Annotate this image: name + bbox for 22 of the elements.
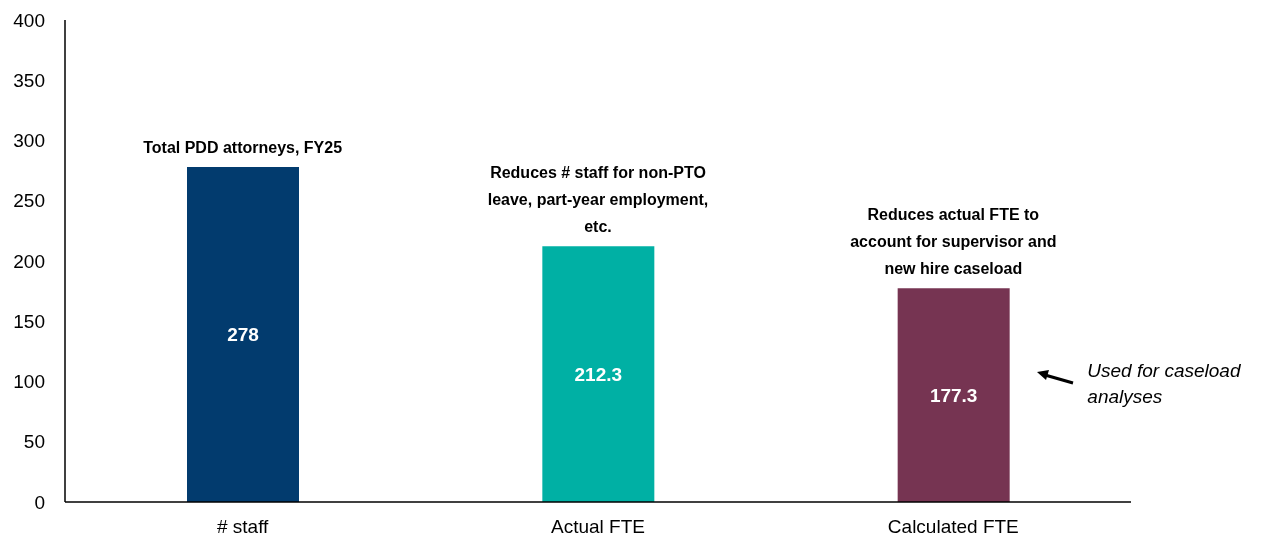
x-tick-label: Calculated FTE: [887, 516, 1019, 538]
bar: [542, 246, 655, 502]
y-tick-label: 350: [13, 70, 45, 91]
y-tick-label: 0: [34, 491, 45, 513]
bar: [897, 288, 1010, 502]
y-tick-label: 250: [13, 190, 45, 212]
annotation: Total PDD attorneys, FY25: [142, 138, 344, 158]
x-tick-label: Actual FTE: [551, 516, 645, 538]
annotation: Reduces actual FTE to account for supervisor and new hire caseload: [849, 205, 1058, 280]
bar: [187, 167, 299, 502]
annotation: Used for caseload analyses: [1087, 359, 1242, 409]
annotation: Reduces # staff for non-PTO leave, part-year employment, etc.: [486, 163, 710, 238]
data-label: 278: [227, 324, 259, 346]
data-label: 177.3: [929, 384, 978, 406]
data-label: 212.3: [574, 363, 623, 385]
y-tick-label: 400: [13, 9, 45, 31]
y-tick-label: 200: [13, 250, 45, 272]
y-tick-label: 150: [13, 310, 45, 332]
x-tick-label: # staff: [216, 516, 270, 538]
y-tick-label: 300: [13, 130, 45, 152]
y-tick-label: 50: [23, 431, 45, 453]
y-tick-label: 100: [13, 371, 45, 393]
